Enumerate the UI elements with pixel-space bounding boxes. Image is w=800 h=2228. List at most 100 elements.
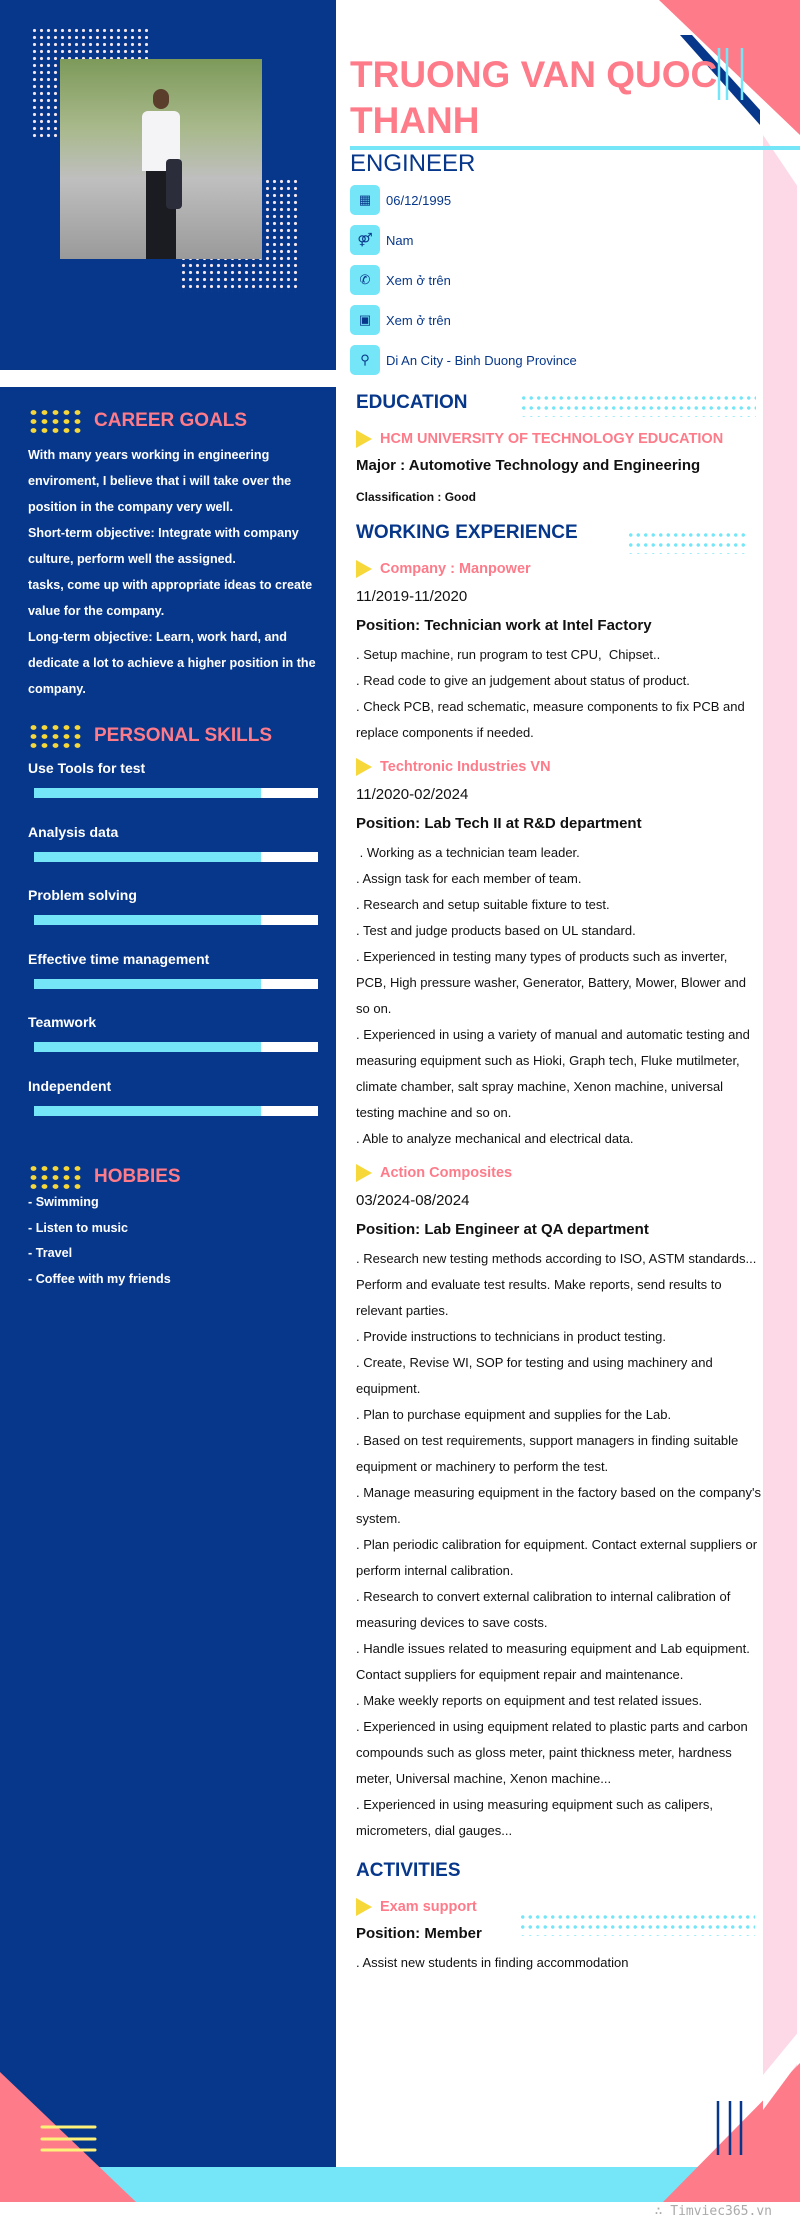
goal-line: tasks, come up with appropriate ideas to… [28, 578, 313, 618]
email-icon: ▣ [350, 305, 380, 335]
dot-pattern [520, 393, 756, 417]
dots-icon [28, 1164, 84, 1190]
education-heading: EDUCATION [356, 392, 468, 413]
skill-bar-fill [34, 978, 262, 989]
skill-bar [34, 788, 318, 798]
company-name: Techtronic Industries VN [380, 759, 551, 775]
hobby-item: - Swimming [28, 1195, 99, 1209]
job-detail: . Plan to purchase equipment and supplie… [356, 1407, 672, 1422]
hobby-item: - Listen to music [28, 1220, 129, 1235]
main-content: EDUCATION HCM UNIVERSITY OF TECHNOLOGY E… [356, 374, 761, 1976]
job-period: 03/2024-08/2024 [356, 1192, 470, 1209]
goal-line: Long-term objective: Learn, work hard, a… [28, 630, 316, 696]
job-entry: Techtronic Industries VN 11/2020-02/2024… [356, 754, 761, 1152]
contact-text: Nam [386, 232, 414, 248]
contact-text: Di An City - Binh Duong Province [386, 352, 577, 368]
activity-entry: Exam support Position: Member . Assist ne… [356, 1894, 761, 1976]
activity-name: Exam support [356, 1894, 761, 1920]
job-period: 11/2020-02/2024 [356, 786, 469, 803]
skill-bar [34, 915, 318, 925]
dots-icon [28, 723, 84, 749]
activity-detail: . Assist new students in finding accommo… [356, 1955, 629, 1970]
sidebar-panel [0, 387, 336, 2167]
activities-heading: ACTIVITIES [356, 1860, 461, 1881]
triangle-bullet-icon [356, 430, 372, 448]
skill-label: Effective time management [28, 950, 210, 967]
contact-birthdate: ▦ 06/12/1995 [350, 185, 451, 215]
job-title: ENGINEER [350, 150, 476, 177]
skill-bar-fill [34, 788, 262, 798]
contact-text: Xem ở trên [386, 272, 451, 288]
education-classification: Classification : Good [356, 490, 477, 504]
contact-email: ▣ Xem ở trên [350, 305, 451, 335]
hobbies-heading: HOBBIES [28, 1164, 181, 1190]
skill-bar-fill [34, 1042, 262, 1052]
contact-text: 06/12/1995 [386, 192, 452, 208]
goal-line: Short-term objective: Integrate with com… [28, 526, 299, 566]
location-pin-icon: ⚲ [350, 345, 380, 375]
section-title: CAREER GOALS [94, 410, 248, 431]
candidate-name: TRUONG VAN QUOC THANH [350, 54, 718, 141]
job-detail: . Read code to give an judgement about s… [356, 673, 690, 688]
skill-bar [34, 1042, 318, 1052]
job-company: Techtronic Industries VN [356, 754, 761, 780]
skill-label: Teamwork [28, 1014, 97, 1030]
skill-bar-fill [34, 851, 262, 862]
job-detail: . Manage measuring equipment in the fact… [356, 1485, 761, 1526]
job-detail: . Working as a technician team leader. [356, 845, 580, 860]
job-company: Action Composites [356, 1160, 761, 1186]
hobbies-list: - Swimming - Listen to music - Travel - … [28, 1190, 328, 1293]
job-detail: . Research to convert external calibrati… [356, 1589, 734, 1630]
job-detail: . Plan periodic calibration for equipmen… [356, 1537, 761, 1578]
contact-text: Xem ở trên [386, 312, 451, 328]
job-detail: . Make weekly reports on equipment and t… [356, 1693, 703, 1708]
phone-icon: ✆ [350, 265, 380, 295]
job-entry: Company : Manpower 11/2019-11/2020 Posit… [356, 556, 761, 746]
job-detail: . Experienced in using equipment related… [356, 1719, 752, 1786]
pink-side-stripe [763, 135, 797, 2095]
job-detail: . Create, Revise WI, SOP for testing and… [356, 1355, 717, 1396]
job-detail: . Test and judge products based on UL st… [356, 923, 636, 938]
skill-label: Independent [28, 1077, 112, 1094]
skill-bar [34, 1105, 318, 1116]
skills-heading: PERSONAL SKILLS [28, 723, 272, 749]
section-title: PERSONAL SKILLS [94, 725, 273, 746]
triangle-bullet-icon [356, 1164, 372, 1182]
skill-bar [34, 978, 318, 989]
job-position: Position: Technician work at Intel Facto… [356, 617, 652, 634]
job-detail: . Able to analyze mechanical and electri… [356, 1131, 634, 1146]
contact-address: ⚲ Di An City - Binh Duong Province [350, 345, 577, 375]
job-detail: . Provide instructions to technicians in… [356, 1329, 666, 1344]
activity-position: Position: Member [356, 1925, 482, 1942]
career-goals-text: With many years working in engineering e… [28, 442, 328, 702]
experience-heading: WORKING EXPERIENCE [356, 522, 578, 543]
dot-pattern [519, 1912, 755, 1936]
skill-label: Analysis data [28, 823, 119, 840]
section-title: HOBBIES [94, 1166, 181, 1187]
dots-icon [28, 408, 84, 434]
person-silhouette [138, 89, 184, 259]
job-position: Position: Lab Tech II at R&D department [356, 815, 642, 832]
education-major: Major : Automotive Technology and Engine… [356, 457, 701, 474]
gender-icon: ⚤ [350, 225, 380, 255]
job-detail: . Experienced in using measuring equipme… [356, 1797, 717, 1838]
school-name: HCM UNIVERSITY OF TECHNOLOGY EDUCATION [380, 431, 724, 447]
activity-title: Exam support [380, 1899, 477, 1915]
footer-band [0, 2167, 800, 2202]
job-detail: . Research new testing methods according… [356, 1251, 760, 1318]
goal-line: With many years working in engineering e… [28, 448, 292, 514]
job-position: Position: Lab Engineer at QA department [356, 1221, 649, 1238]
hobby-item: - Travel [28, 1246, 73, 1261]
skill-label: Problem solving [28, 887, 137, 903]
skill-bar [34, 851, 318, 862]
career-goals-heading: CAREER GOALS [28, 408, 247, 434]
profile-photo [60, 59, 262, 259]
calendar-icon: ▦ [350, 185, 380, 215]
job-detail: . Handle issues related to measuring equ… [356, 1641, 754, 1682]
contact-gender: ⚤ Nam [350, 225, 413, 255]
skill-bar-fill [34, 1105, 262, 1116]
job-detail: . Check PCB, read schematic, measure com… [356, 699, 749, 740]
job-company: Company : Manpower [356, 556, 761, 582]
contact-phone: ✆ Xem ở trên [350, 265, 451, 295]
job-entry: Action Composites 03/2024-08/2024 Positi… [356, 1160, 761, 1844]
